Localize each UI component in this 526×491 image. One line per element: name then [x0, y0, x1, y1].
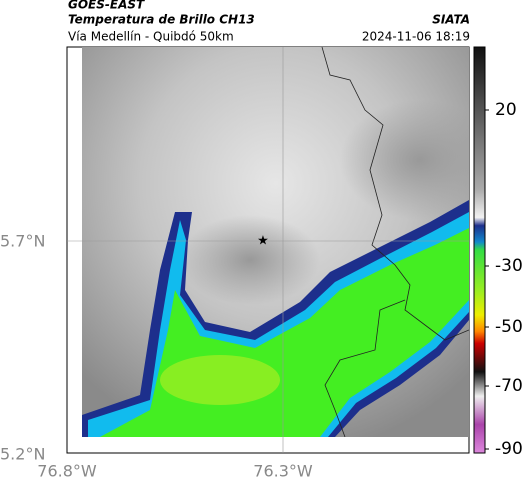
lat-label: 5.2°N — [0, 445, 45, 464]
border — [321, 47, 469, 341]
border — [324, 299, 406, 437]
colorbar-label: -50 — [495, 317, 523, 337]
map-title: Temperatura de Brillo CH13 — [68, 13, 255, 27]
satellite-name: GOES-EAST — [68, 0, 145, 12]
image-shade — [340, 100, 469, 220]
lon-label: 76.8°W — [37, 462, 97, 481]
timestamp: 2024-11-06 18:19 — [362, 30, 470, 44]
route: Vía Medellín - Quibdó 50km — [68, 30, 234, 44]
cold-cloud — [82, 200, 469, 437]
colorbar-ticks: 20 -30 -50 -70 -90 — [485, 100, 523, 459]
lat-label: 5.7°N — [0, 232, 45, 251]
source: SIATA — [432, 13, 470, 27]
colorbar — [473, 46, 486, 454]
image-shade — [180, 215, 320, 305]
colorbar-label: -30 — [495, 256, 523, 276]
lon-label: 76.3°W — [253, 462, 313, 481]
satellite-image — [82, 47, 469, 437]
warm-core — [160, 355, 280, 405]
colorbar-label: 20 — [495, 100, 517, 120]
colorbar-label: -70 — [495, 376, 523, 396]
location-marker: ★ — [257, 234, 269, 249]
colorbar-label: -90 — [495, 439, 523, 459]
